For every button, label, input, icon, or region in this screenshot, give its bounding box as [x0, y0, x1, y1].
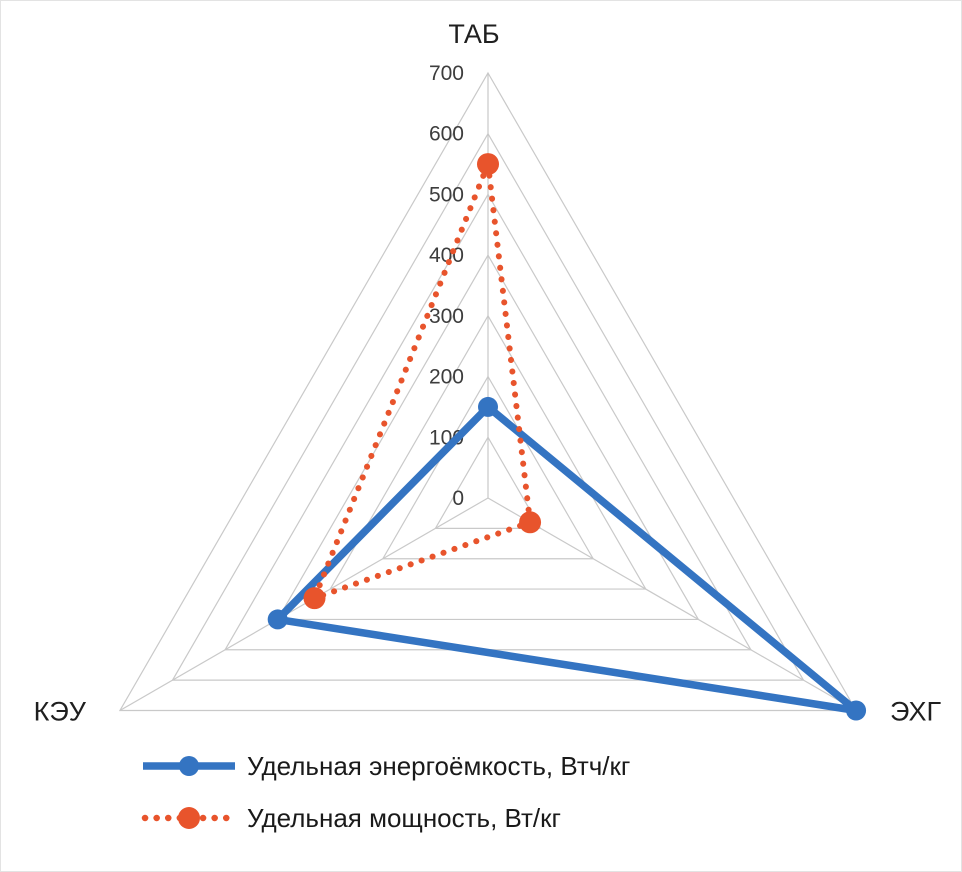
- series-line-1[interactable]: [273, 403, 860, 715]
- marker-series1-0[interactable]: [478, 396, 498, 417]
- axis-line-1: [487, 497, 857, 712]
- marker-series2-1[interactable]: [519, 511, 542, 534]
- tick-label-200: 200: [429, 366, 464, 389]
- tick-label-500: 500: [429, 183, 464, 206]
- legend-item-energy[interactable]: Удельная энергоёмкость, Втч/кг: [141, 751, 630, 781]
- tick-label-600: 600: [429, 123, 464, 146]
- tick-label-700: 700: [429, 62, 464, 85]
- grid-ring-300: [329, 314, 647, 590]
- legend-marker-energy: [179, 756, 199, 776]
- legend-label-energy: Удельная энергоёмкость, Втч/кг: [247, 751, 631, 781]
- axis-label-keu: КЭУ: [34, 697, 87, 727]
- marker-series1-1[interactable]: [846, 700, 867, 721]
- grid-ring-200: [381, 375, 595, 560]
- chart-legend: Удельная энергоёмкость, Втч/кг Удельная …: [141, 751, 630, 833]
- grid-ring-700: [118, 71, 858, 712]
- legend-sample-energy: [143, 756, 235, 776]
- legend-item-power[interactable]: Удельная мощность, Вт/кг: [141, 803, 630, 833]
- axis-line-2: [119, 497, 489, 712]
- marker-series1-2[interactable]: [267, 609, 288, 630]
- grid-ring-100: [434, 436, 542, 529]
- tick-label-300: 300: [429, 305, 464, 328]
- tick-label-0: 0: [452, 487, 464, 510]
- legend-marker-power: [178, 807, 200, 829]
- grid-ring-600: [171, 132, 805, 681]
- axis-label-tab: ТАБ: [448, 19, 499, 49]
- legend-label-power: Удельная мощность, Вт/кг: [247, 803, 562, 833]
- marker-series2-2[interactable]: [303, 587, 326, 610]
- grid-ring-400: [276, 253, 700, 621]
- axis-label-ehg: ЭХГ: [890, 697, 941, 727]
- marker-series2-0[interactable]: [477, 153, 499, 176]
- legend-sample-power: [141, 807, 237, 829]
- series-line-2[interactable]: [311, 161, 534, 602]
